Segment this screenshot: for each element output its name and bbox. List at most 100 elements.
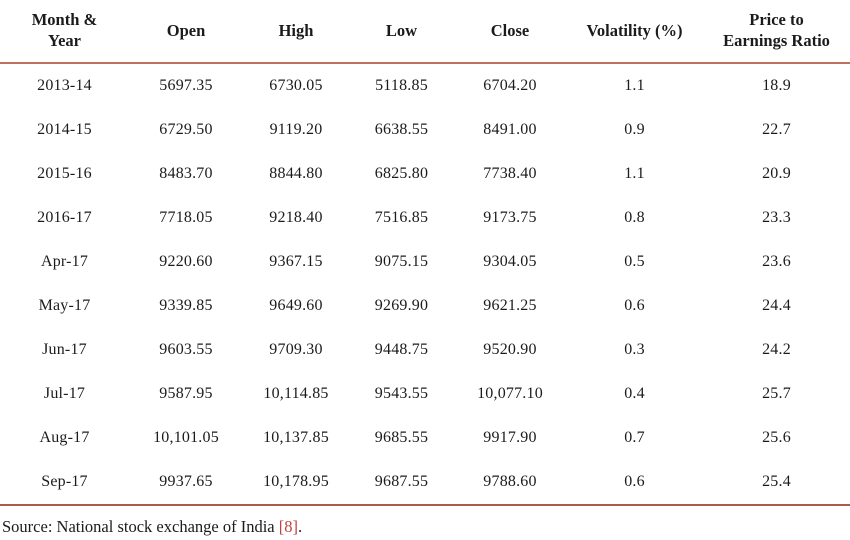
table-cell: May-17 bbox=[38, 297, 91, 314]
table-cell: 0.3 bbox=[624, 341, 645, 358]
table-cell: 18.9 bbox=[762, 77, 791, 94]
table-cell: 9603.55 bbox=[159, 341, 213, 358]
table-cell: 2015-16 bbox=[37, 165, 92, 182]
table-cell: 7516.85 bbox=[374, 209, 429, 226]
table-cell: 24.2 bbox=[762, 341, 791, 358]
table-cell: Aug-17 bbox=[39, 429, 90, 446]
table-cell: 9269.90 bbox=[374, 297, 429, 314]
table-cell: 8844.80 bbox=[269, 165, 323, 182]
column-header-label: Month & Year bbox=[31, 10, 98, 50]
column-header-pe-ratio: Price to Earnings Ratio bbox=[703, 0, 850, 64]
table-cell: 9685.55 bbox=[374, 429, 429, 446]
column-header-label: Price to Earnings Ratio bbox=[723, 10, 830, 50]
table-row: Jul-17 9587.95 10,114.85 9543.55 10,077.10 0.… bbox=[0, 372, 850, 416]
table-row: 2016-17 7718.05 9218.40 7516.85 9173.75 0.8 23… bbox=[0, 196, 850, 240]
table-cell: 20.9 bbox=[762, 165, 791, 182]
table-cell: 24.4 bbox=[762, 297, 791, 314]
table-cell: 6638.55 bbox=[374, 121, 429, 138]
column-header-low: Low bbox=[349, 0, 454, 64]
table-cell: 9218.40 bbox=[269, 209, 323, 226]
table-cell: 9119.20 bbox=[269, 121, 323, 138]
table-cell: 6729.50 bbox=[159, 121, 213, 138]
table-cell: 23.6 bbox=[762, 253, 791, 270]
table-cell: 7738.40 bbox=[483, 165, 537, 182]
table-cell: 9621.25 bbox=[483, 297, 537, 314]
column-header-open: Open bbox=[129, 0, 243, 64]
table-cell: 0.5 bbox=[624, 253, 645, 270]
source-period: . bbox=[298, 517, 303, 536]
table-cell: Jul-17 bbox=[43, 385, 86, 402]
table-cell: 10,178.95 bbox=[243, 460, 349, 506]
table-cell: 2013-14 bbox=[37, 77, 92, 94]
table-cell: 8491.00 bbox=[483, 121, 537, 138]
table-cell: 10,114.85 bbox=[263, 385, 329, 402]
column-header-label: High bbox=[278, 20, 314, 40]
table-cell: 25.7 bbox=[762, 385, 791, 402]
table-cell: 9520.90 bbox=[483, 341, 537, 358]
table-cell: 1.1 bbox=[624, 165, 645, 182]
table-cell: Sep-17 bbox=[0, 460, 129, 506]
table-cell: 0.9 bbox=[624, 121, 645, 138]
table-row: Sep-17 9937.65 10,178.95 9687.55 9788.60 0.6 2… bbox=[0, 460, 850, 506]
stock-data-table: Month & Year Open High Low Close Volatil… bbox=[0, 0, 850, 506]
table-cell: 7718.05 bbox=[159, 209, 213, 226]
table-cell: 5697.35 bbox=[159, 77, 213, 94]
table-cell: 9937.65 bbox=[129, 460, 243, 506]
column-header-volatility: Volatility (%) bbox=[566, 0, 703, 64]
table-cell: 10,137.85 bbox=[263, 429, 329, 446]
column-header-label: Low bbox=[385, 20, 418, 40]
table-cell: 9687.55 bbox=[349, 460, 454, 506]
table-cell: 9220.60 bbox=[159, 253, 213, 270]
citation-link[interactable]: [8] bbox=[278, 517, 298, 536]
table-cell: 1.1 bbox=[624, 77, 645, 94]
table-row: 2013-14 5697.35 6730.05 5118.85 6704.20 1.1 18… bbox=[0, 63, 850, 108]
table-header-row: Month & Year Open High Low Close Volatil… bbox=[0, 0, 850, 64]
table-cell: 9917.90 bbox=[483, 429, 537, 446]
table-header: Month & Year Open High Low Close Volatil… bbox=[0, 0, 850, 64]
table-cell: 10,101.05 bbox=[153, 429, 219, 446]
table-cell: 25.4 bbox=[703, 460, 850, 506]
table-row: May-17 9339.85 9649.60 9269.90 9621.25 0.6 24.… bbox=[0, 284, 850, 328]
column-header-label: Volatility (%) bbox=[586, 20, 683, 40]
table-cell: 8483.70 bbox=[159, 165, 213, 182]
table-cell: 9304.05 bbox=[483, 253, 537, 270]
table-cell: 9649.60 bbox=[269, 297, 323, 314]
table-cell: 9339.85 bbox=[159, 297, 213, 314]
table-row: Jun-17 9603.55 9709.30 9448.75 9520.90 0.3 24.… bbox=[0, 328, 850, 372]
table-cell: 10,077.10 bbox=[477, 385, 543, 402]
table-cell: 6730.05 bbox=[269, 77, 323, 94]
table-cell: 0.6 bbox=[566, 460, 703, 506]
table-cell: 0.4 bbox=[624, 385, 645, 402]
column-header-close: Close bbox=[454, 0, 566, 64]
table-cell: Apr-17 bbox=[40, 253, 89, 270]
table-cell: 0.6 bbox=[624, 297, 645, 314]
column-header-month-year: Month & Year bbox=[0, 0, 129, 64]
table-row: Apr-17 9220.60 9367.15 9075.15 9304.05 0.5 23.… bbox=[0, 240, 850, 284]
table-cell: 9587.95 bbox=[159, 385, 213, 402]
table-cell: Jun-17 bbox=[42, 341, 87, 358]
table-cell: 9709.30 bbox=[269, 341, 323, 358]
table-cell: 6825.80 bbox=[374, 165, 429, 182]
table-cell: 2014-15 bbox=[37, 121, 92, 138]
table-cell: 9075.15 bbox=[374, 253, 429, 270]
table-cell: 2016-17 bbox=[37, 209, 92, 226]
table-cell: 9788.60 bbox=[454, 460, 566, 506]
table-cell: 5118.85 bbox=[375, 77, 428, 94]
table-cell: 22.7 bbox=[762, 121, 791, 138]
table-cell: 0.8 bbox=[624, 209, 645, 226]
table-cell: 9173.75 bbox=[483, 209, 537, 226]
column-header-label: Close bbox=[490, 20, 530, 40]
column-header-label: Open bbox=[166, 20, 206, 40]
table-row: Aug-17 10,101.05 10,137.85 9685.55 9917.90 0.… bbox=[0, 416, 850, 460]
table-cell: 9367.15 bbox=[269, 253, 323, 270]
table-cell: 0.7 bbox=[624, 429, 645, 446]
source-text: Source: National stock exchange of India bbox=[2, 517, 279, 536]
table-cell: 6704.20 bbox=[483, 77, 537, 94]
table-cell: 9543.55 bbox=[374, 385, 429, 402]
table-cell: 25.6 bbox=[762, 429, 791, 446]
source-note: Source: National stock exchange of India… bbox=[2, 517, 850, 537]
table-cell: 23.3 bbox=[762, 209, 791, 226]
table-row: 2014-15 6729.50 9119.20 6638.55 8491.00 0.9 22… bbox=[0, 108, 850, 152]
table-row: 2015-16 8483.70 8844.80 6825.80 7738.40 1.1 20… bbox=[0, 152, 850, 196]
